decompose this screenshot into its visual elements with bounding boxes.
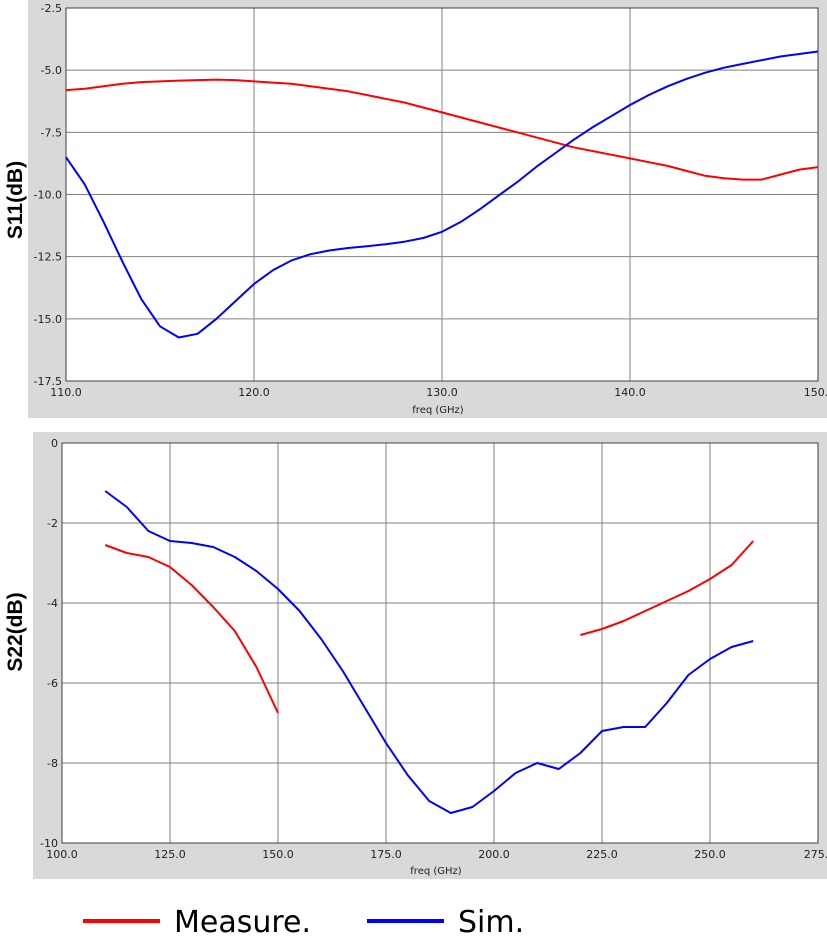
plot-border xyxy=(61,442,819,844)
s22-chart: 100.0 125.0 150.0 175.0 200.0 225.0 250.0 275. 0… xyxy=(4,432,827,879)
plot-area xyxy=(62,443,818,843)
y-tick-label: -2 xyxy=(47,517,58,530)
s11-chart: 110.0 120.0 130.0 140.0 150. -2.5 -5.0 -7.5 -10.… xyxy=(4,0,827,418)
x-tick-label: 125.0 xyxy=(154,848,186,861)
x-tick-label: 140.0 xyxy=(614,386,646,399)
x-tick-label: 120.0 xyxy=(238,386,270,399)
x-tick-label: 110.0 xyxy=(50,386,82,399)
y-axis-label: S22(dB) xyxy=(4,592,27,671)
x-tick-label: 225.0 xyxy=(586,848,618,861)
x-tick-label: 150.0 xyxy=(262,848,294,861)
legend-label-sim: Sim. xyxy=(458,905,524,936)
y-tick-label: -12.5 xyxy=(34,251,62,264)
legend: Measure. Sim. xyxy=(83,905,524,936)
sim-series-line xyxy=(65,50,819,339)
y-axis-label: S11(dB) xyxy=(4,161,27,239)
x-tick-label: 250.0 xyxy=(694,848,726,861)
x-axis-label: freq (GHz) xyxy=(412,405,464,416)
x-tick-label: 275. xyxy=(804,848,827,861)
y-tick-label: 0 xyxy=(51,437,58,450)
measure-series-line xyxy=(65,78,819,181)
y-tick-label: -4 xyxy=(47,597,58,610)
measure-series-line xyxy=(580,540,754,636)
y-tick-label: -7.5 xyxy=(41,126,62,139)
sim-series-line xyxy=(104,490,754,814)
x-tick-label: 200.0 xyxy=(478,848,510,861)
y-tick-label: -5.0 xyxy=(41,64,62,77)
x-tick-label: 130.0 xyxy=(426,386,458,399)
legend-label-measure: Measure. xyxy=(174,905,311,936)
measure-series-line xyxy=(104,544,279,714)
y-tick-label: -2.5 xyxy=(41,2,62,15)
y-tick-label: -6 xyxy=(47,677,58,690)
y-tick-label: -8 xyxy=(47,757,58,770)
y-tick-label: -15.0 xyxy=(34,313,62,326)
x-axis-label: freq (GHz) xyxy=(410,866,462,877)
x-tick-label: 175.0 xyxy=(370,848,402,861)
y-tick-label: -10 xyxy=(40,837,58,850)
y-tick-label: -17.5 xyxy=(34,375,62,388)
y-tick-label: -10.0 xyxy=(34,189,62,202)
x-tick-label: 100.0 xyxy=(46,848,78,861)
plot-border xyxy=(65,7,819,382)
x-tick-label: 150. xyxy=(804,386,827,399)
